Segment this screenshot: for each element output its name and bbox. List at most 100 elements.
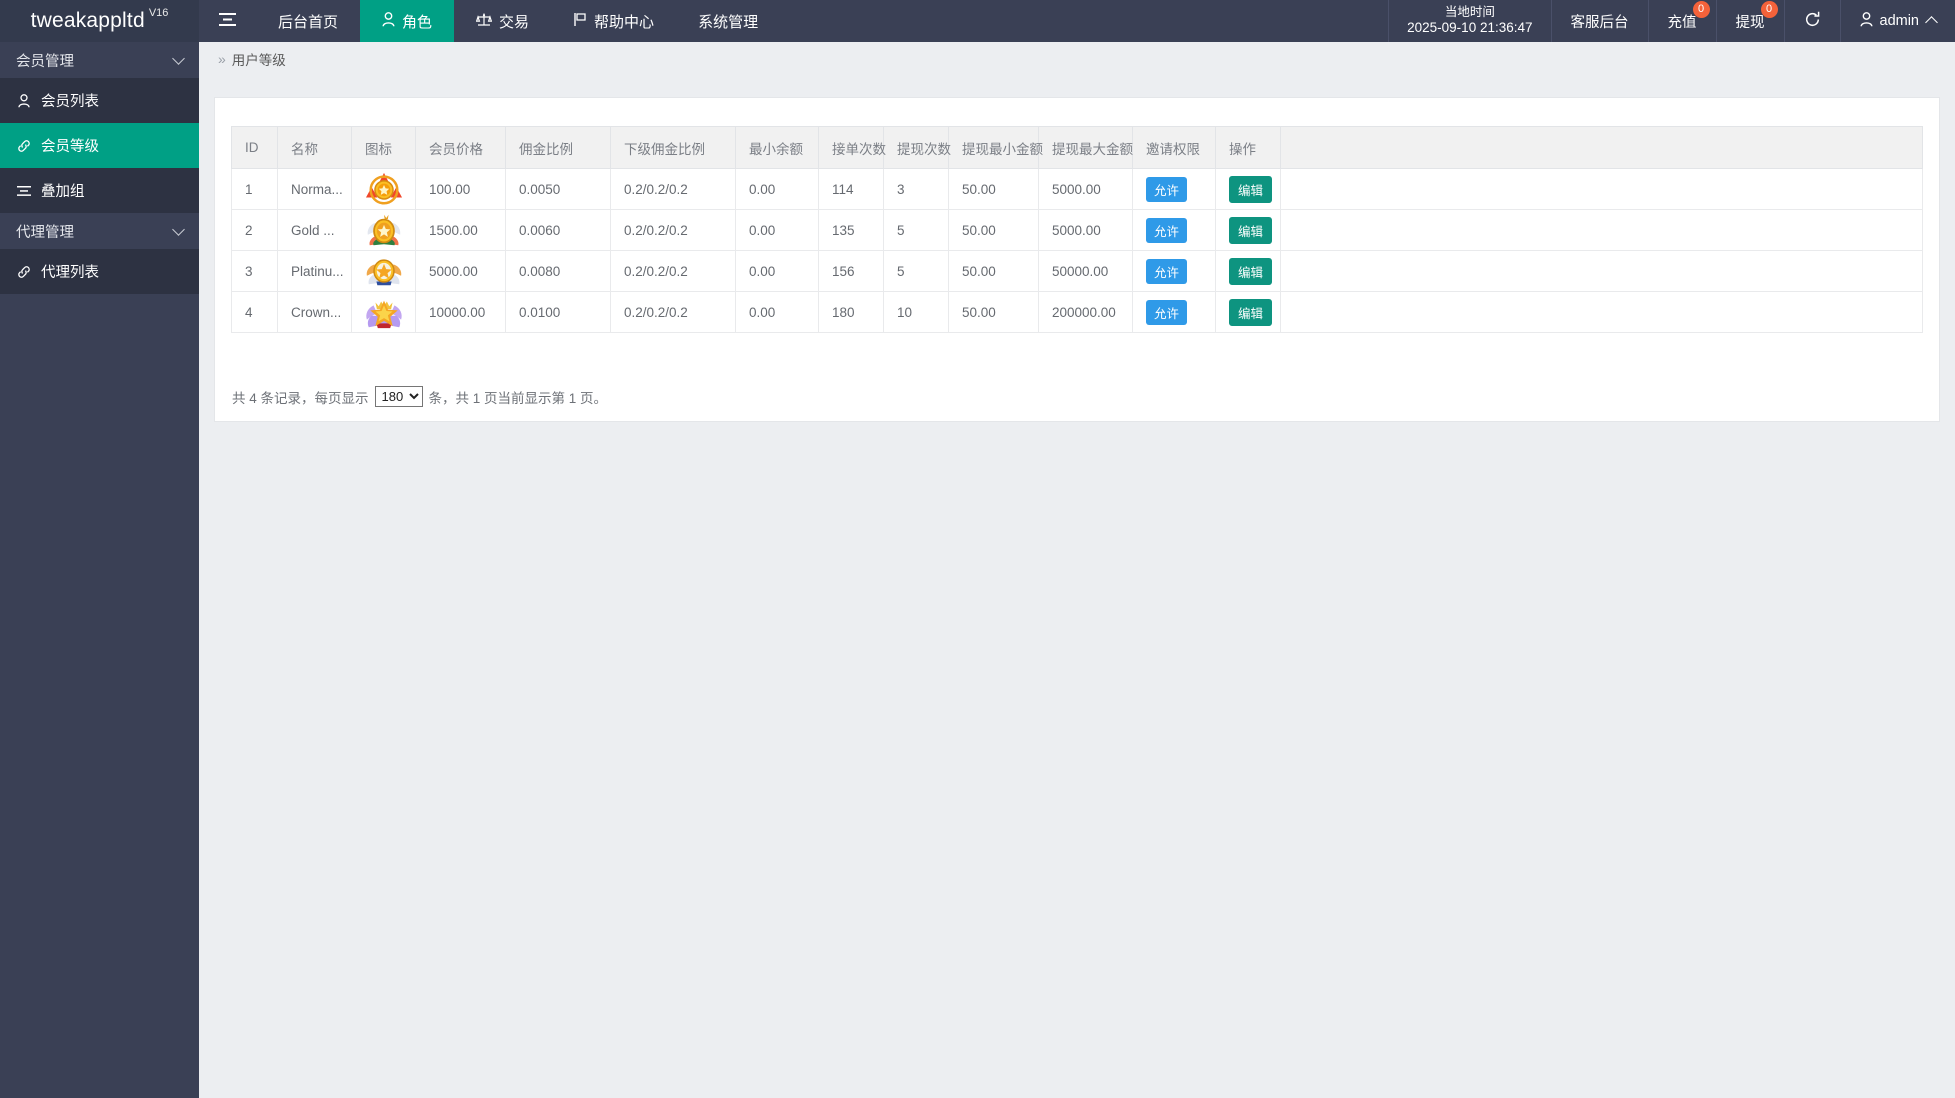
cell-invite-permission: 允许 xyxy=(1132,168,1216,210)
cell-sub-commission: 0.2/0.2/0.2 xyxy=(610,168,736,210)
sidebar-item-agent-list[interactable]: 代理列表 xyxy=(0,249,199,294)
cell-withdraw-count: 3 xyxy=(883,168,949,210)
nav-withdraw-button[interactable]: 提现 0 xyxy=(1717,0,1785,42)
col-header-min-balance[interactable]: 最小余额 xyxy=(735,126,819,169)
col-header-name[interactable]: 名称 xyxy=(277,126,352,169)
col-header-commission[interactable]: 佣金比例 xyxy=(505,126,611,169)
sidebar-group-member-management-label: 会员管理 xyxy=(16,53,74,70)
col-header-order-count[interactable]: 接单次数 xyxy=(818,126,886,169)
nav-customer-service-button[interactable]: 客服后台 xyxy=(1552,0,1649,42)
invite-allow-tag[interactable]: 允许 xyxy=(1146,299,1188,325)
cell-invite-permission: 允许 xyxy=(1132,291,1216,333)
chevron-down-icon xyxy=(172,222,185,236)
top-navbar: tweakappltd V16 后台首页 角色 xyxy=(0,0,1955,42)
cell-commission: 0.0100 xyxy=(505,291,611,333)
cell-withdraw-min: 50.00 xyxy=(948,291,1039,333)
nav-item-home[interactable]: 后台首页 xyxy=(256,0,360,42)
cell-invite-permission: 允许 xyxy=(1132,250,1216,292)
refresh-button[interactable] xyxy=(1785,0,1841,42)
user-level-table: ID 名称 图标 会员价格 佣金比例 下级佣金比例 最小余额 接单次数 提现次数… xyxy=(231,126,1923,333)
table-header-row: ID 名称 图标 会员价格 佣金比例 下级佣金比例 最小余额 接单次数 提现次数… xyxy=(231,126,1923,169)
sidebar: 会员管理 会员列表 会员等级 叠加组 xyxy=(0,42,199,1098)
cell-name: Platinu... xyxy=(277,250,352,292)
pagination-info: 共 4 条记录，每页显示 180 条，共 1 页当前显示第 1 页。 xyxy=(232,386,607,407)
cell-id: 3 xyxy=(231,250,278,292)
cell-action: 编辑 xyxy=(1215,209,1281,251)
sidebar-item-member-level-label: 会员等级 xyxy=(41,139,99,155)
user-icon xyxy=(16,93,31,108)
cell-action: 编辑 xyxy=(1215,168,1281,210)
cell-name: Gold ... xyxy=(277,209,352,251)
sidebar-item-member-level[interactable]: 会员等级 xyxy=(0,123,199,168)
medal-bronze-icon xyxy=(365,170,403,208)
cell-withdraw-min: 50.00 xyxy=(948,250,1039,292)
sidebar-group-agent-management[interactable]: 代理管理 xyxy=(0,213,199,249)
edit-button[interactable]: 编辑 xyxy=(1229,216,1273,244)
brand-logo[interactable]: tweakappltd V16 xyxy=(0,0,199,42)
table-row: 2 Gold ... xyxy=(231,209,1923,251)
pagination-text-after: 条，共 1 页当前显示第 1 页。 xyxy=(428,390,608,406)
cell-withdraw-max: 5000.00 xyxy=(1038,168,1133,210)
cell-price: 100.00 xyxy=(415,168,506,210)
col-header-invite-permission[interactable]: 邀请权限 xyxy=(1132,126,1216,169)
local-time-value: 2025-09-10 21:36:47 xyxy=(1407,20,1533,36)
local-time-display: 当地时间 2025-09-10 21:36:47 xyxy=(1388,0,1552,42)
col-header-withdraw-max[interactable]: 提现最大金额 xyxy=(1038,126,1133,169)
col-header-sub-commission[interactable]: 下级佣金比例 xyxy=(610,126,736,169)
chevron-down-icon xyxy=(172,51,185,65)
cell-order-count: 135 xyxy=(818,209,884,251)
cell-action: 编辑 xyxy=(1215,250,1281,292)
sidebar-toggle-button[interactable] xyxy=(199,0,256,42)
table-container: ID 名称 图标 会员价格 佣金比例 下级佣金比例 最小余额 接单次数 提现次数… xyxy=(215,98,1939,333)
nav-item-system[interactable]: 系统管理 xyxy=(676,0,780,42)
invite-allow-tag[interactable]: 允许 xyxy=(1146,258,1188,284)
nav-recharge-button[interactable]: 充值 0 xyxy=(1649,0,1717,42)
withdraw-count-badge: 0 xyxy=(1760,1,1778,18)
sidebar-group-agent-management-label: 代理管理 xyxy=(16,224,74,241)
sidebar-item-stack-group[interactable]: 叠加组 xyxy=(0,168,199,213)
nav-item-help[interactable]: 帮助中心 xyxy=(551,0,676,42)
cell-icon xyxy=(351,209,416,251)
col-header-price[interactable]: 会员价格 xyxy=(415,126,506,169)
invite-allow-tag[interactable]: 允许 xyxy=(1146,217,1188,243)
breadcrumb: » 用户等级 xyxy=(199,42,1955,75)
cell-min-balance: 0.00 xyxy=(735,168,819,210)
invite-allow-tag[interactable]: 允许 xyxy=(1146,176,1188,202)
nav-item-role[interactable]: 角色 xyxy=(360,0,455,42)
cell-name: Crown... xyxy=(277,291,352,333)
cell-id: 2 xyxy=(231,209,278,251)
cell-withdraw-max: 5000.00 xyxy=(1038,209,1133,251)
nav-item-trade[interactable]: 交易 xyxy=(454,0,551,42)
cell-action: 编辑 xyxy=(1215,291,1281,333)
col-header-filler xyxy=(1280,126,1923,169)
cell-id: 1 xyxy=(231,168,278,210)
col-header-withdraw-min[interactable]: 提现最小金额 xyxy=(948,126,1043,169)
cell-name: Norma... xyxy=(277,168,352,210)
cell-withdraw-max: 50000.00 xyxy=(1038,250,1133,292)
cell-filler xyxy=(1280,168,1923,210)
chevron-up-icon xyxy=(1925,15,1938,29)
cell-withdraw-count: 10 xyxy=(883,291,949,333)
edit-button[interactable]: 编辑 xyxy=(1229,175,1273,203)
col-header-action[interactable]: 操作 xyxy=(1215,126,1281,169)
col-header-icon[interactable]: 图标 xyxy=(351,126,416,169)
page-size-select[interactable]: 180 xyxy=(374,386,423,407)
nav-item-role-label: 角色 xyxy=(402,13,433,31)
sidebar-item-member-list[interactable]: 会员列表 xyxy=(0,78,199,123)
edit-button[interactable]: 编辑 xyxy=(1229,298,1273,326)
flag-icon xyxy=(573,12,587,31)
cell-price: 1500.00 xyxy=(415,209,506,251)
edit-button[interactable]: 编辑 xyxy=(1229,257,1273,285)
medal-crown-icon xyxy=(365,293,402,331)
nav-item-help-label: 帮助中心 xyxy=(594,13,655,31)
sidebar-group-member-management[interactable]: 会员管理 xyxy=(0,42,199,78)
col-header-id[interactable]: ID xyxy=(231,126,278,169)
page-title: 用户等级 xyxy=(231,52,286,68)
cell-min-balance: 0.00 xyxy=(735,250,819,292)
nav-item-trade-label: 交易 xyxy=(499,13,530,31)
col-header-withdraw-count[interactable]: 提现次数 xyxy=(883,126,951,169)
user-menu-button[interactable]: admin xyxy=(1841,0,1955,42)
cell-invite-permission: 允许 xyxy=(1132,209,1216,251)
cell-commission: 0.0080 xyxy=(505,250,611,292)
cell-order-count: 180 xyxy=(818,291,884,333)
